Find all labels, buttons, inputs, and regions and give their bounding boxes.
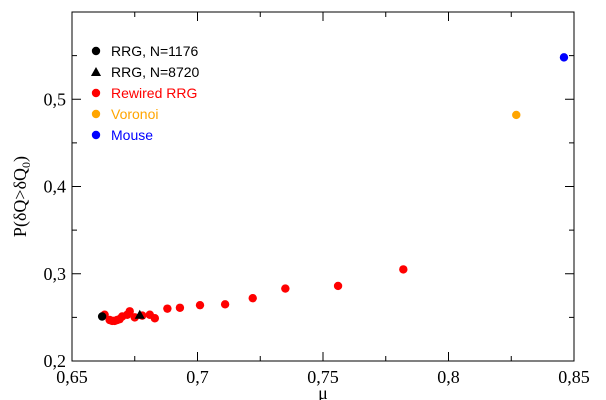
- data-point: [248, 293, 257, 303]
- y-tick-label: 0,5: [44, 89, 67, 109]
- ticks-layer: 0,65 0,7 0,75 0,8 0,85 0,2 0,3 0,4 0,5: [44, 12, 590, 387]
- y-axis-label-close: ): [10, 156, 31, 162]
- legend-marker: [90, 66, 102, 77]
- series-layer: [97, 53, 569, 326]
- y-axis-label-sub: 0: [19, 162, 33, 168]
- legend-label: RRG, N=1176: [111, 43, 198, 59]
- data-point: [175, 303, 185, 312]
- x-tick-label: 0,65: [56, 367, 88, 387]
- data-point: [559, 53, 569, 62]
- data-point: [399, 265, 408, 274]
- legend-marker: [91, 130, 101, 140]
- x-tick-label: 0,7: [186, 367, 209, 387]
- data-point: [163, 304, 172, 313]
- legend-label: RRG, N=8720: [111, 64, 200, 80]
- y-axis-label: P(δQ>δQ0): [10, 156, 33, 237]
- y-tick-label: 0,4: [44, 177, 67, 197]
- data-point: [281, 284, 290, 293]
- y-axis-label-main: P(δQ>δQ: [10, 168, 31, 237]
- data-point: [333, 281, 343, 291]
- data-point: [97, 312, 107, 321]
- y-tick-label: 0,2: [44, 351, 67, 371]
- x-axis-label: μ: [318, 383, 328, 400]
- x-tick-label: 0,85: [558, 367, 590, 387]
- data-point: [150, 314, 160, 323]
- y-tick-label: 0,3: [44, 264, 67, 284]
- legend-marker: [91, 109, 101, 119]
- data-point: [125, 307, 134, 316]
- legend-marker: [91, 88, 101, 98]
- data-point: [195, 300, 205, 310]
- data-point: [220, 300, 230, 309]
- legend-label: Voronoi: [111, 106, 158, 122]
- x-tick-label: 0,75: [307, 367, 339, 387]
- data-point: [512, 110, 521, 120]
- legend-marker: [91, 46, 101, 56]
- x-tick-label: 0,8: [437, 367, 460, 387]
- legend-label: Rewired RRG: [111, 85, 197, 101]
- data-point: [134, 309, 145, 319]
- legend-label: Mouse: [111, 127, 153, 143]
- legend: RRG, N=1176 RRG, N=8720 Rewired RRG Voronoi…: [90, 43, 200, 143]
